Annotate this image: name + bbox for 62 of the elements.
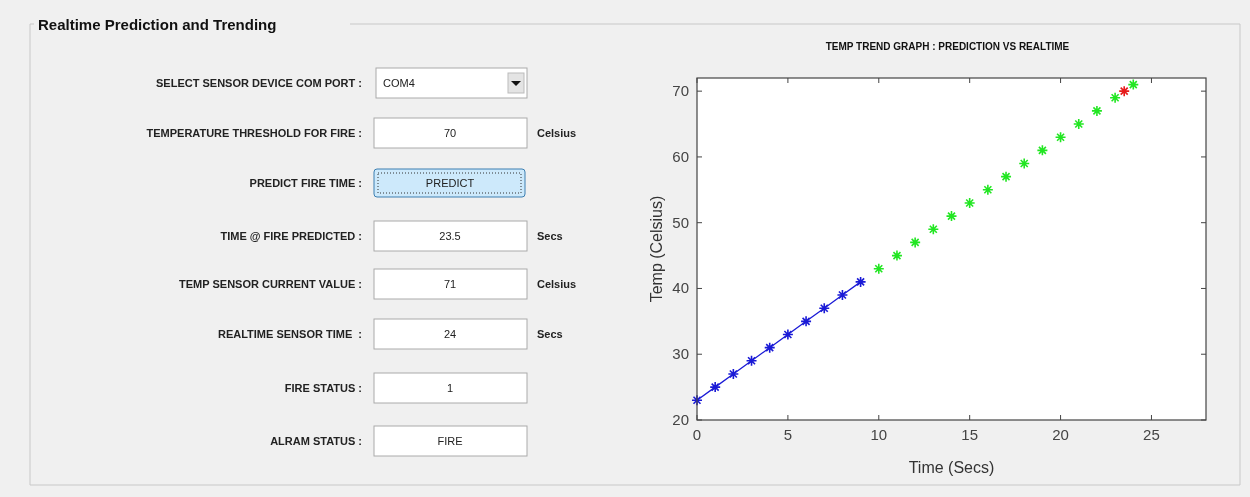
y-tick-label: 60 bbox=[672, 147, 689, 165]
point bbox=[1036, 144, 1049, 157]
text: SELECT SENSOR DEVICE COM PORT : bbox=[156, 77, 362, 89]
x-axis-title: Time (Secs) bbox=[908, 459, 995, 476]
point bbox=[909, 236, 921, 249]
text: 23.5 bbox=[439, 230, 461, 242]
y-axis-title: Temp (Celsius) bbox=[648, 195, 665, 303]
point bbox=[836, 289, 849, 301]
text: REALTIME SENSOR TIME : bbox=[217, 328, 362, 340]
text: TEMPERATURE THRESHOLD FOR FIRE : bbox=[146, 127, 362, 139]
text: 70 bbox=[443, 127, 457, 139]
point bbox=[782, 328, 794, 341]
text: COM4 bbox=[383, 77, 415, 89]
chart-title: TEMP TREND GRAPH : PREDICTION VS REALTIME bbox=[825, 41, 1070, 52]
text: FIRE bbox=[437, 435, 463, 447]
y-tick-label: 40 bbox=[672, 279, 689, 297]
text: TEMP SENSOR CURRENT VALUE : bbox=[179, 278, 362, 290]
point bbox=[1127, 78, 1140, 91]
point bbox=[818, 302, 831, 314]
text: Secs bbox=[537, 230, 563, 242]
point bbox=[872, 262, 885, 275]
x-tick-label: 10 bbox=[870, 426, 888, 443]
y-tick-label: 50 bbox=[672, 213, 689, 231]
text: 1 bbox=[446, 382, 454, 394]
x-tick-label: 15 bbox=[961, 426, 979, 443]
x-tick-label: 5 bbox=[783, 426, 793, 443]
text: TIME @ FIRE PREDICTED : bbox=[220, 230, 362, 242]
point bbox=[891, 249, 903, 262]
text: 71 bbox=[443, 278, 457, 290]
point bbox=[1109, 91, 1121, 104]
x-tick-label: 0 bbox=[692, 426, 702, 443]
point bbox=[1054, 131, 1067, 143]
y-tick-label: 30 bbox=[672, 345, 689, 363]
point bbox=[1118, 85, 1130, 97]
text: Celsius bbox=[537, 278, 577, 290]
point bbox=[1000, 170, 1012, 183]
point bbox=[800, 315, 812, 328]
y-tick-label: 20 bbox=[672, 411, 689, 428]
point bbox=[854, 276, 867, 288]
point bbox=[1018, 157, 1031, 170]
point bbox=[963, 197, 976, 209]
point bbox=[763, 341, 776, 354]
x-tick-label: 25 bbox=[1143, 426, 1160, 443]
text: Realtime Prediction and Trending bbox=[38, 16, 277, 33]
text: 24 bbox=[443, 328, 457, 340]
y-tick-label: 70 bbox=[672, 82, 689, 100]
text: Secs bbox=[537, 328, 563, 340]
text: FIRE STATUS : bbox=[284, 382, 362, 394]
text: Celsius bbox=[537, 127, 577, 139]
point bbox=[1091, 105, 1103, 117]
x-tick-label: 20 bbox=[1052, 426, 1069, 443]
point bbox=[982, 184, 994, 196]
point bbox=[691, 394, 703, 407]
point bbox=[927, 223, 940, 236]
point bbox=[745, 355, 758, 367]
text: ALRAM STATUS : bbox=[270, 435, 362, 447]
point bbox=[709, 381, 721, 393]
text: PREDICT bbox=[425, 177, 475, 189]
text: PREDICT FIRE TIME : bbox=[249, 177, 362, 189]
point bbox=[727, 368, 740, 380]
point bbox=[1072, 118, 1085, 130]
point bbox=[945, 210, 958, 222]
